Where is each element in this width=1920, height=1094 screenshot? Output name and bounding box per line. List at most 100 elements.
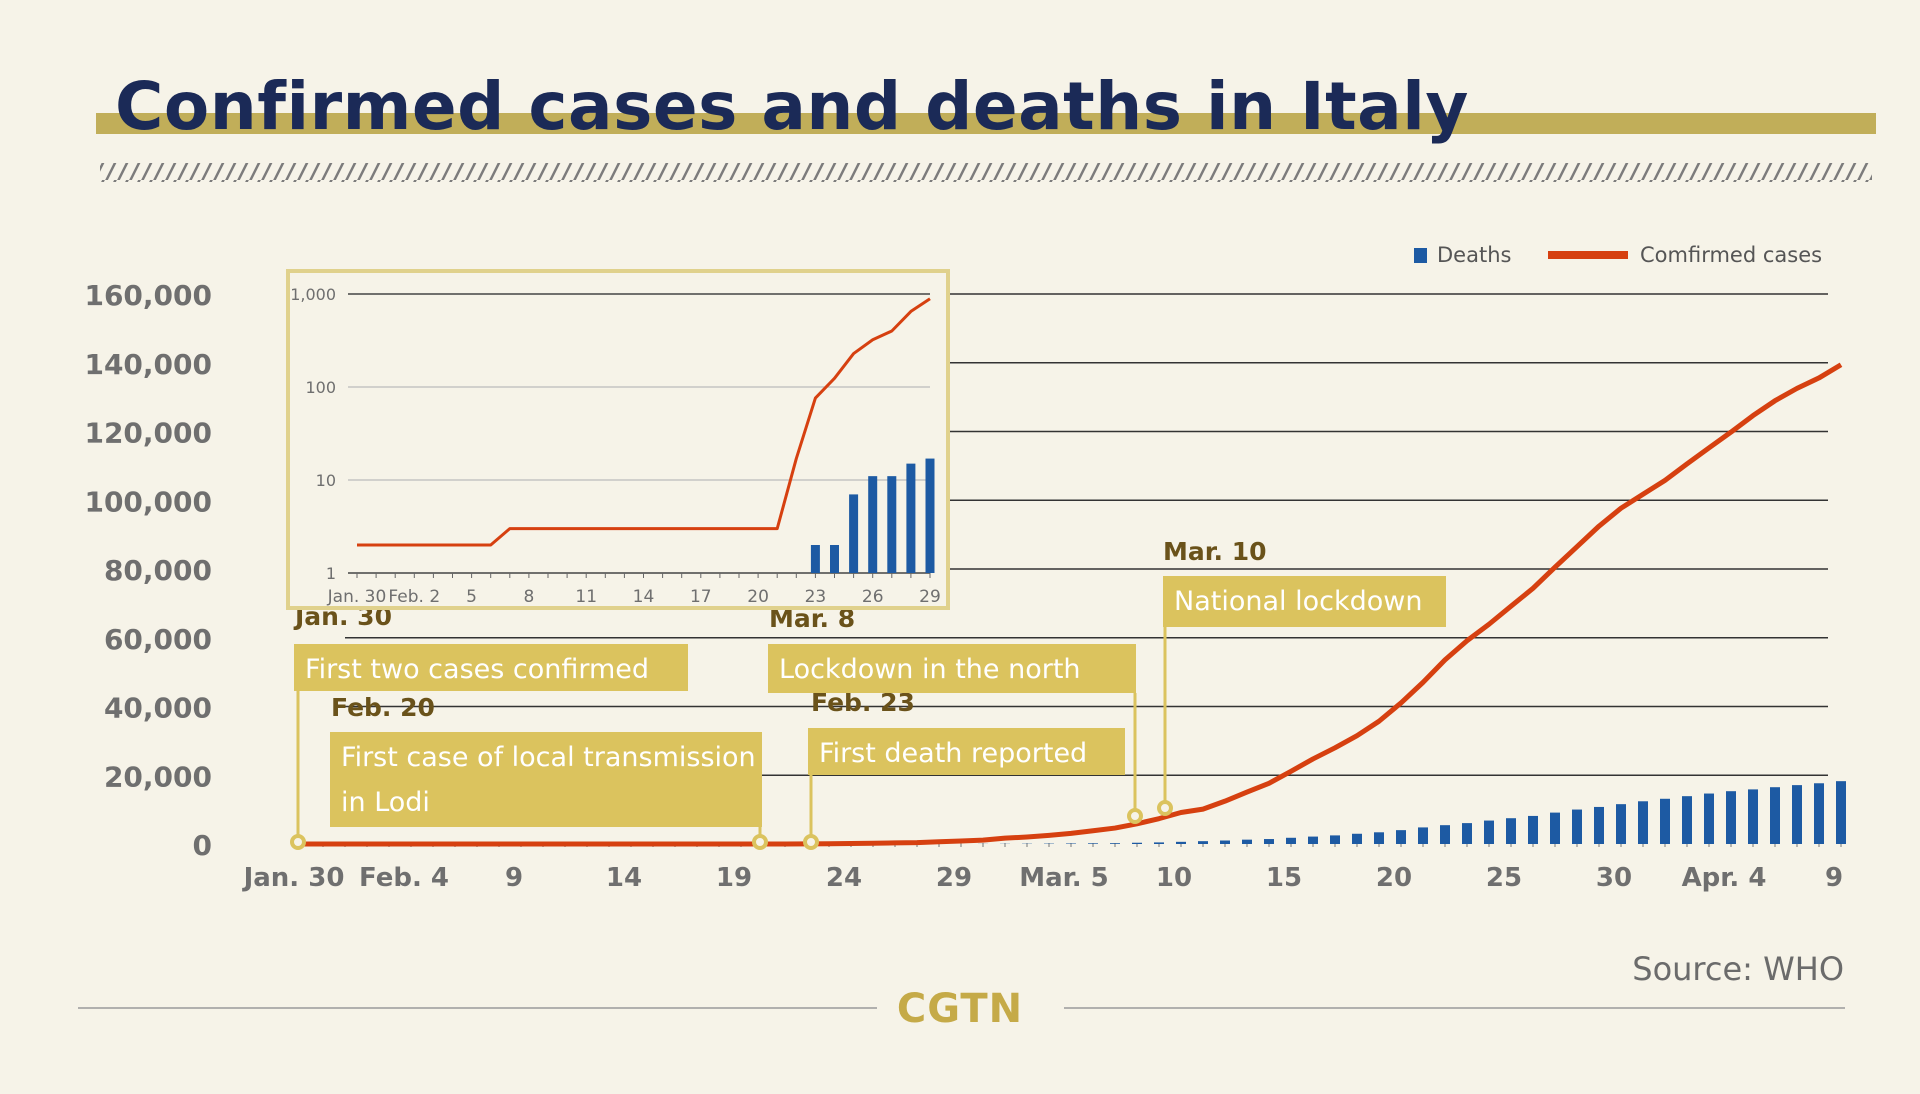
inset-y-tick-label: 1,000 (290, 285, 336, 304)
deaths-bar (1286, 837, 1296, 844)
x-tick-label: Mar. 5 (1019, 863, 1109, 893)
inset-x-tick-label: 8 (523, 587, 534, 607)
annotation-marker (752, 834, 768, 850)
deaths-bar (1550, 812, 1560, 844)
inset-x-tick-label: 5 (466, 587, 477, 607)
deaths-bar (1770, 787, 1780, 844)
y-tick-label: 0 (193, 829, 212, 862)
deaths-bar (1792, 785, 1802, 844)
annotation-box (1163, 576, 1446, 627)
deaths-bar (1506, 818, 1516, 844)
y-tick-label: 60,000 (104, 623, 212, 656)
deaths-bar (1198, 841, 1208, 844)
x-tick-label: 19 (716, 863, 752, 893)
deaths-bar (1660, 798, 1670, 844)
deaths-bar (1308, 836, 1318, 844)
deaths-bar (1440, 825, 1450, 844)
x-tick-label: 25 (1486, 863, 1522, 893)
inset-x-tick-label: Jan. 30 (327, 587, 387, 607)
deaths-bar (1726, 791, 1736, 844)
deaths-bar (1462, 823, 1472, 844)
deaths-bar (1330, 835, 1340, 844)
deaths-bar (1154, 842, 1164, 844)
inset-deaths-bar (830, 545, 839, 573)
x-tick-label: 9 (1825, 863, 1843, 893)
legend-deaths-swatch (1414, 248, 1427, 263)
x-tick-label: Apr. 4 (1682, 863, 1767, 893)
deaths-bar (1088, 843, 1098, 844)
inset-y-tick-label: 1 (326, 564, 336, 583)
inset-y-tick-label: 100 (305, 378, 336, 397)
deaths-bar (1264, 839, 1274, 844)
annotation-text: First case of local transmission (341, 742, 756, 773)
y-tick-label: 160,000 (84, 279, 212, 312)
inset-x-tick-label: 23 (805, 587, 827, 607)
chart-title: Confirmed cases and deaths in Italy (115, 68, 1469, 145)
y-tick-label: 100,000 (84, 485, 212, 518)
deaths-bar (1836, 781, 1846, 844)
inset-frame (286, 269, 950, 610)
annotation-text: Lockdown in the north (779, 654, 1081, 685)
annotation-box (808, 728, 1125, 775)
deaths-bar (1374, 832, 1384, 844)
deaths-bar (1572, 809, 1582, 844)
inset-x-tick-label: 26 (862, 587, 884, 607)
inset-x-tick-label: Feb. 2 (388, 587, 440, 607)
deaths-bar (1066, 843, 1076, 844)
x-tick-label: 10 (1156, 863, 1192, 893)
x-tick-label: Feb. 4 (359, 863, 449, 893)
legend-cases-label: Comfirmed cases (1640, 243, 1822, 267)
source-label: Source: WHO (1632, 950, 1844, 988)
annotation-text: National lockdown (1174, 586, 1422, 617)
legend-deaths-label: Deaths (1437, 243, 1511, 267)
title-underline-bar (96, 113, 1876, 134)
annotation-box (294, 644, 688, 691)
inset-x-tick-label: 11 (575, 587, 597, 607)
deaths-bar (1110, 843, 1120, 844)
x-tick-label: 20 (1376, 863, 1412, 893)
x-tick-label: Jan. 30 (242, 863, 345, 893)
deaths-bar (1176, 841, 1186, 844)
deaths-bar (1638, 801, 1648, 844)
deaths-bar (1682, 796, 1692, 844)
annotation-date: Feb. 20 (331, 693, 435, 722)
hatched-band (100, 163, 1872, 182)
deaths-bar (1594, 806, 1604, 844)
x-tick-label: 9 (505, 863, 523, 893)
annotation-marker (1127, 808, 1143, 824)
annotation-box (330, 732, 762, 827)
deaths-bar (1528, 815, 1538, 844)
annotation-marker (290, 834, 306, 850)
y-tick-label: 20,000 (104, 760, 212, 793)
brand-logo: CGTN (896, 986, 1024, 1032)
inset-deaths-bar (906, 463, 916, 573)
deaths-bar (1418, 827, 1428, 844)
annotation-text: First two cases confirmed (305, 654, 649, 685)
annotation-date: Mar. 10 (1163, 537, 1267, 566)
x-tick-label: 14 (606, 863, 642, 893)
inset-deaths-bar (887, 476, 897, 573)
inset-deaths-bar (868, 476, 878, 573)
deaths-bar (1242, 839, 1252, 844)
y-tick-label: 40,000 (104, 692, 212, 725)
cases-line (300, 362, 1843, 847)
deaths-bar (1814, 783, 1824, 844)
annotation-text: in Lodi (341, 787, 430, 818)
x-tick-label: 30 (1596, 863, 1632, 893)
inset-x-tick-label: 29 (919, 587, 941, 607)
y-tick-label: 80,000 (104, 554, 212, 587)
inset-x-tick-label: 20 (747, 587, 769, 607)
deaths-bar (1748, 789, 1758, 844)
inset-x-tick-label: 14 (633, 587, 655, 607)
deaths-bar (1220, 840, 1230, 844)
x-tick-label: 29 (936, 863, 972, 893)
inset-deaths-bar (849, 494, 859, 573)
deaths-bar (1396, 830, 1406, 844)
deaths-bar (1352, 833, 1362, 844)
legend-cases-swatch (1548, 251, 1628, 259)
annotation-marker (803, 834, 819, 850)
annotation-box (768, 644, 1136, 693)
inset-deaths-bar (810, 545, 820, 573)
